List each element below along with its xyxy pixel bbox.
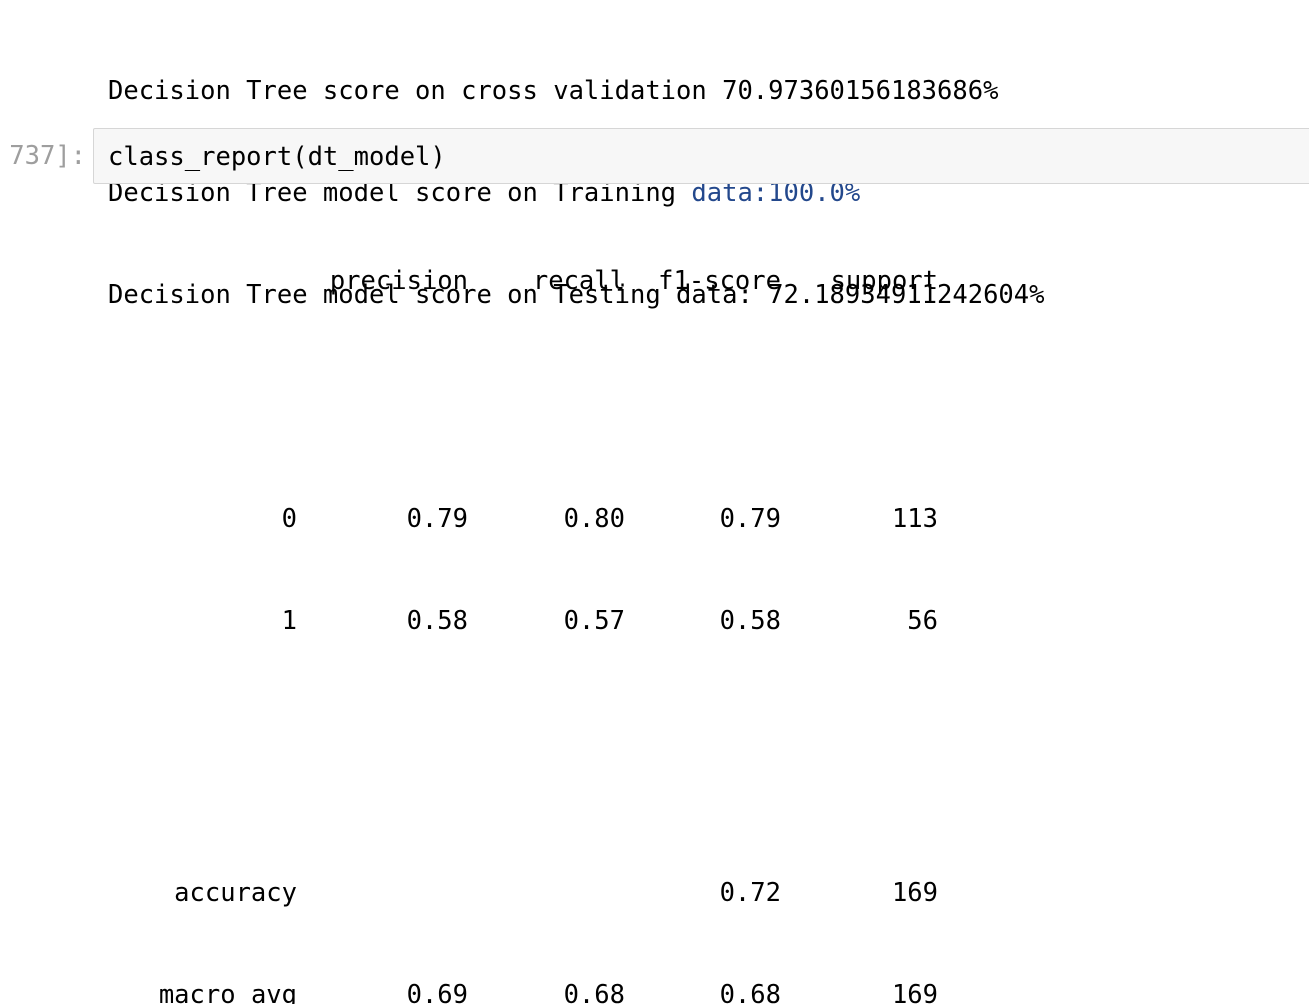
testing-score-line: Decision Tree model score on Testing dat…	[108, 280, 1045, 310]
report-row-accuracy: accuracy 0.72 169	[0, 876, 1309, 910]
blank-row	[0, 366, 1309, 400]
row-precision: 0.79	[406, 504, 468, 534]
header-support: support	[830, 266, 938, 296]
row-f1-score: 0.58	[719, 606, 781, 636]
code-cell-input[interactable]: class_report(dt_model)	[93, 128, 1309, 184]
row-precision: 0.58	[406, 606, 468, 636]
code-text[interactable]: class_report(dt_model)	[108, 142, 446, 172]
row-f1-score: 0.72	[719, 878, 781, 908]
row-support: 56	[907, 606, 938, 636]
row-f1-score: 0.79	[719, 504, 781, 534]
report-header-row: precision recall f1-score support	[0, 264, 1309, 298]
row-support: 113	[891, 504, 938, 534]
header-precision: precision	[329, 266, 468, 296]
row-label: accuracy	[174, 878, 297, 908]
previous-cell-output: Decision Tree score on cross validation …	[108, 6, 1045, 346]
row-recall: 0.80	[563, 504, 625, 534]
row-support: 169	[891, 878, 938, 908]
execution-count-prompt: 737]:	[9, 141, 86, 171]
row-label: macro avg	[158, 980, 297, 1004]
report-row-class-1: 1 0.58 0.57 0.58 56	[0, 604, 1309, 638]
report-row-class-0: 0 0.79 0.80 0.79 113	[0, 502, 1309, 536]
row-label: 1	[281, 606, 297, 636]
header-f1-score: f1-score	[658, 266, 781, 296]
row-recall: 0.57	[563, 606, 625, 636]
row-precision: 0.69	[406, 980, 468, 1004]
report-row-macro-avg: macro avg 0.69 0.68 0.68 169	[0, 978, 1309, 1004]
header-recall: recall	[532, 266, 625, 296]
row-f1-score: 0.68	[719, 980, 781, 1004]
row-recall: 0.68	[563, 980, 625, 1004]
blank-row	[0, 740, 1309, 774]
row-label: 0	[281, 504, 297, 534]
classification-report-output: precision recall f1-score support 0 0.79…	[0, 196, 1309, 1004]
row-support: 169	[891, 980, 938, 1004]
cross-validation-score-line: Decision Tree score on cross validation …	[108, 76, 999, 106]
